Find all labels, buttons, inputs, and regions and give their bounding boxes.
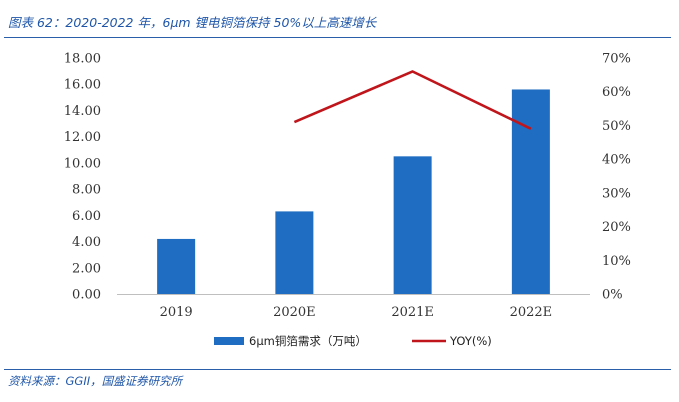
- y-right-tick-label: 10%: [602, 254, 631, 269]
- x-tick-label: 2019: [160, 305, 193, 320]
- x-tick-label: 2022E: [510, 305, 553, 320]
- y-left-tick-label: 14.00: [64, 104, 101, 119]
- y-left-tick-label: 10.00: [64, 156, 101, 171]
- bar: [511, 89, 550, 294]
- header-rule: [4, 37, 671, 38]
- y-right-tick-label: 20%: [602, 220, 631, 235]
- x-tick-label: 2021E: [391, 305, 434, 320]
- bar: [393, 156, 432, 294]
- bar: [275, 211, 314, 294]
- legend-label-bar: 6μm铜箔需求（万吨）: [249, 334, 367, 348]
- legend-swatch-bar: [214, 337, 244, 345]
- y-left-tick-label: 2.00: [72, 261, 101, 276]
- y-left-tick-label: 6.00: [72, 209, 101, 224]
- y-left-tick-label: 0.00: [72, 288, 101, 303]
- footer-rule: [4, 369, 671, 370]
- y-left-tick-label: 16.00: [64, 78, 101, 93]
- chart-title: 图表 62：2020-2022 年，6μm 锂电铜箔保持 50%以上高速增长: [8, 15, 377, 30]
- y-left-tick-label: 8.00: [72, 183, 101, 198]
- y-right-tick-label: 40%: [602, 153, 631, 168]
- y-left-tick-label: 4.00: [72, 235, 101, 250]
- x-tick-label: 2020E: [273, 305, 316, 320]
- y-right-tick-label: 0%: [602, 288, 623, 303]
- legend-label-line: YOY(%): [449, 334, 492, 348]
- yoy-line: [293, 70, 532, 130]
- bar: [157, 238, 196, 294]
- y-right-tick-label: 60%: [602, 85, 631, 100]
- y-left-tick-label: 12.00: [64, 130, 101, 145]
- y-left-tick-label: 18.00: [64, 52, 101, 67]
- y-right-tick-label: 70%: [602, 52, 631, 67]
- y-right-tick-label: 30%: [602, 186, 631, 201]
- y-right-tick-label: 50%: [602, 119, 631, 134]
- source-note: 资料来源：GGII，国盛证券研究所: [8, 374, 183, 388]
